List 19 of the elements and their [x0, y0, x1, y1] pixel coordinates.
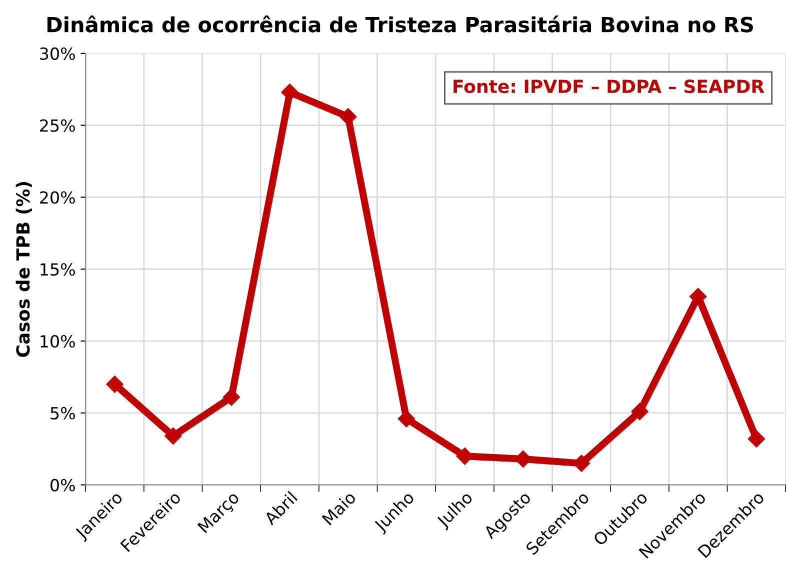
point [690, 288, 707, 306]
point [748, 430, 765, 448]
point [164, 427, 182, 445]
point [281, 84, 298, 101]
y-tick-label: 5% [50, 406, 75, 420]
point [340, 108, 357, 126]
annotation: Fonte: IPVDF – DDPA – SEAPDR [454, 80, 764, 94]
point [222, 388, 240, 406]
y-axis-title: Casos de TPB (%) [16, 182, 32, 357]
y-tick-label: 10% [40, 335, 75, 348]
y-tick-label: 30% [40, 47, 75, 60]
y-tick-label: 0% [50, 478, 75, 492]
point [398, 410, 415, 428]
chart-title: Dinâmica de ocorrência de Tristeza Parasitária Bovina no RS [47, 16, 753, 32]
y-tick-label: 15% [40, 263, 75, 276]
point [106, 376, 124, 393]
y-tick-label: 20% [40, 191, 75, 204]
y-tick-label: 25% [40, 119, 75, 132]
point [631, 402, 648, 420]
